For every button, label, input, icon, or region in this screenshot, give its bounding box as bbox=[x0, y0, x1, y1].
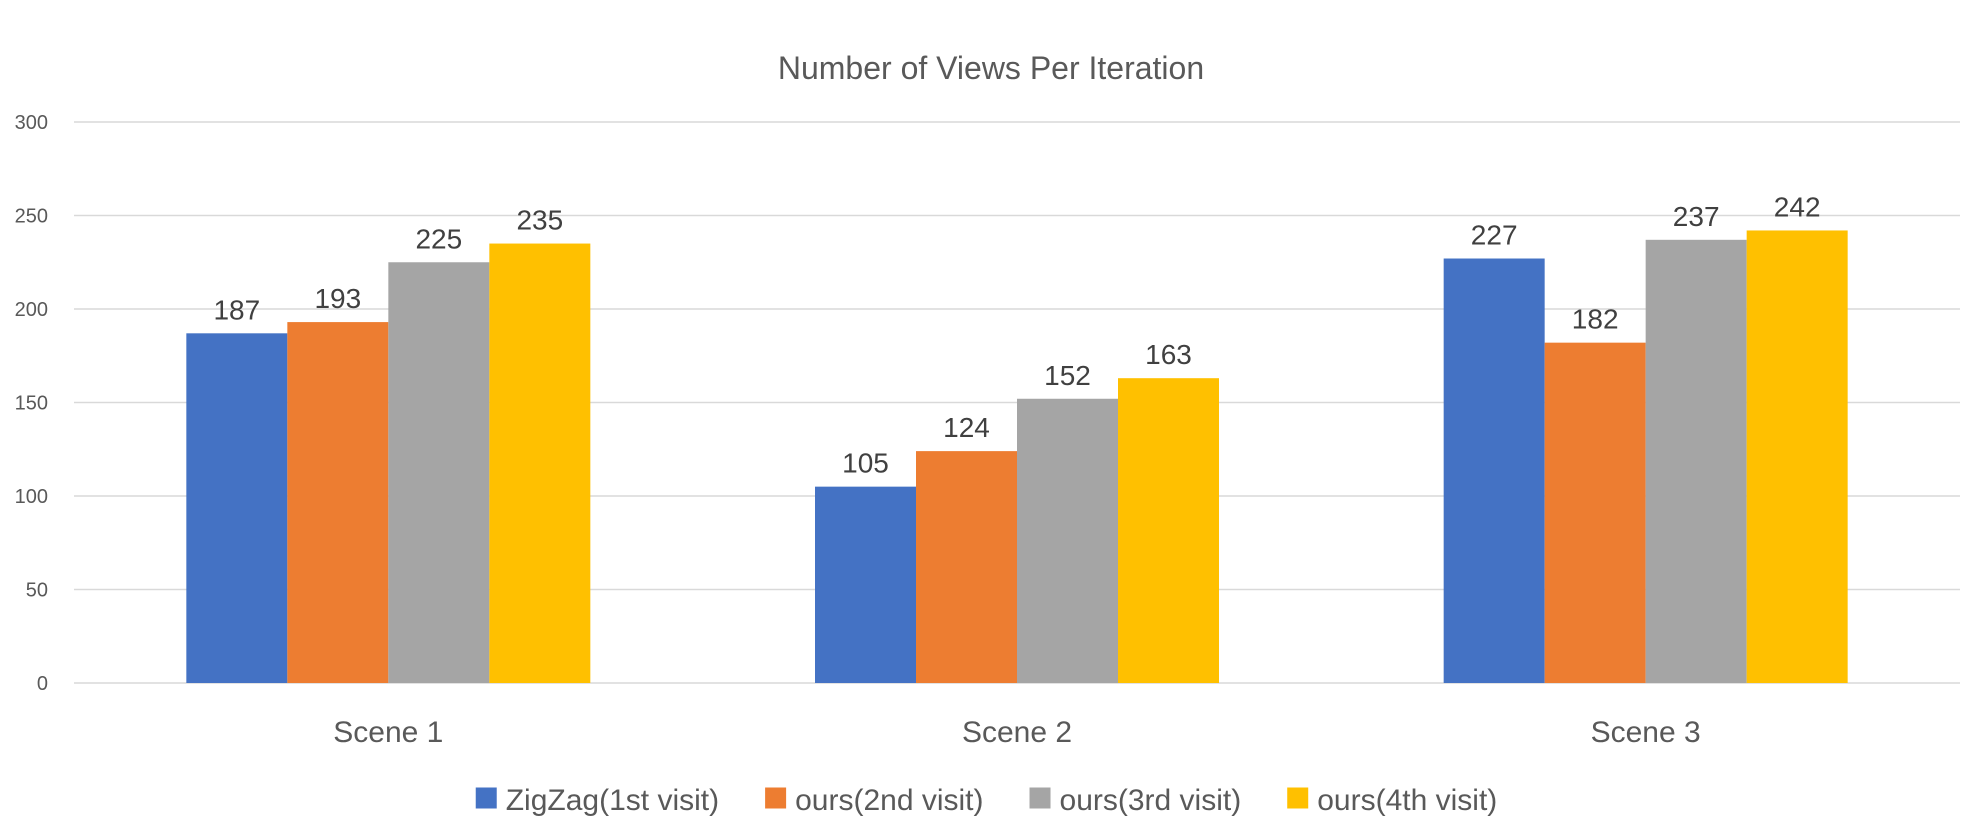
data-labels: 187 193 225 235 105 124 152 163 227 182 237 242 bbox=[213, 191, 1820, 478]
y-tick-label: 200 bbox=[15, 299, 48, 321]
bars bbox=[186, 230, 1848, 684]
legend-item: ZigZag(1st visit) bbox=[475, 784, 719, 817]
category-label: Scene 2 bbox=[962, 716, 1072, 749]
legend-item: ours(4th visit) bbox=[1287, 784, 1497, 817]
legend-swatch bbox=[1287, 787, 1309, 809]
y-tick-label: 250 bbox=[15, 206, 48, 228]
bar bbox=[287, 322, 389, 683]
legend-swatch bbox=[765, 787, 787, 809]
legend-swatch bbox=[1029, 787, 1051, 809]
bar bbox=[1443, 258, 1545, 683]
legend-label: ours(2nd visit) bbox=[795, 784, 983, 817]
bar bbox=[1645, 239, 1747, 683]
bar bbox=[916, 451, 1017, 683]
bar bbox=[489, 243, 591, 684]
y-tick-label: 100 bbox=[15, 486, 48, 508]
data-label: 237 bbox=[1673, 201, 1720, 232]
category-label: Scene 1 bbox=[333, 716, 443, 749]
bar bbox=[1017, 398, 1118, 683]
data-label: 124 bbox=[943, 412, 990, 443]
data-label: 235 bbox=[516, 205, 563, 236]
chart-title: Number of Views Per Iteration bbox=[778, 50, 1204, 86]
legend-swatch bbox=[475, 787, 497, 809]
bar bbox=[1118, 378, 1219, 683]
bar bbox=[186, 333, 288, 683]
y-tick-label: 0 bbox=[37, 673, 48, 695]
legend-label: ours(4th visit) bbox=[1317, 784, 1497, 817]
legend-label: ZigZag(1st visit) bbox=[506, 784, 719, 817]
data-label: 105 bbox=[842, 448, 889, 479]
data-label: 225 bbox=[415, 223, 462, 254]
bar bbox=[1746, 230, 1848, 683]
bar bbox=[388, 262, 490, 683]
y-tick-label: 300 bbox=[15, 112, 48, 134]
bar bbox=[1544, 342, 1646, 683]
y-tick-label: 50 bbox=[26, 580, 48, 602]
bar bbox=[815, 486, 916, 683]
data-label: 163 bbox=[1145, 339, 1192, 370]
x-axis-category-labels: Scene 1 Scene 2 Scene 3 bbox=[333, 716, 1700, 749]
legend-item: ours(3rd visit) bbox=[1029, 784, 1242, 817]
legend: ZigZag(1st visit) ours(2nd visit) ours(3rd… bbox=[475, 784, 1497, 817]
data-label: 227 bbox=[1471, 220, 1518, 251]
data-label: 152 bbox=[1044, 360, 1091, 391]
legend-item: ours(2nd visit) bbox=[765, 784, 984, 817]
category-label: Scene 3 bbox=[1591, 716, 1701, 749]
legend-label: ours(3rd visit) bbox=[1060, 784, 1242, 817]
data-label: 193 bbox=[314, 283, 361, 314]
y-axis-tick-labels: 0 50 100 150 200 250 300 bbox=[15, 112, 48, 695]
y-tick-label: 150 bbox=[15, 393, 48, 415]
data-label: 187 bbox=[213, 294, 260, 325]
data-label: 182 bbox=[1572, 304, 1619, 335]
data-label: 242 bbox=[1774, 191, 1821, 222]
